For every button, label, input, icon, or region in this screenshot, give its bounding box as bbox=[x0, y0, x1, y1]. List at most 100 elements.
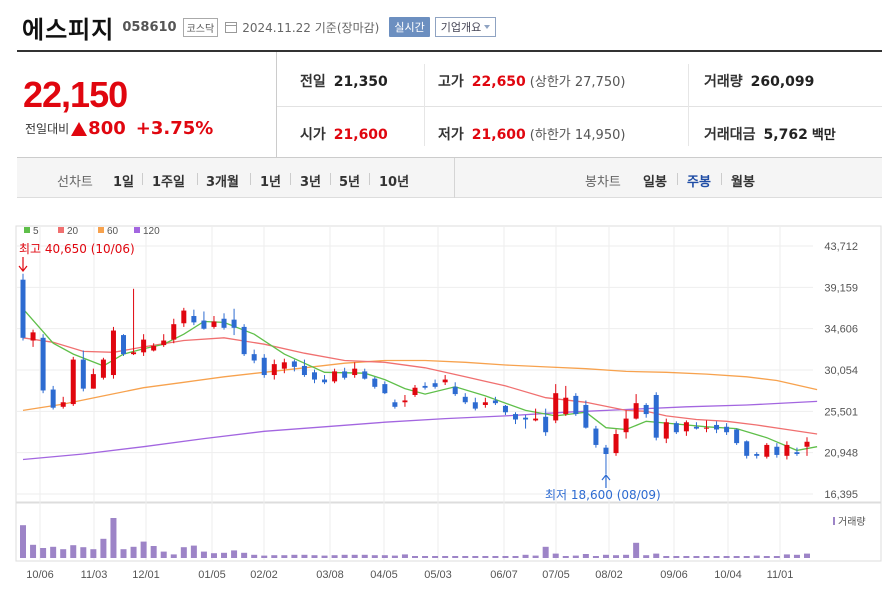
divider bbox=[290, 173, 291, 185]
volume-legend-swatch bbox=[833, 517, 835, 525]
period-5y[interactable]: 5년 bbox=[339, 175, 361, 190]
ma120-line bbox=[22, 400, 818, 461]
stock-code: 058610 bbox=[122, 19, 177, 35]
volume-bar bbox=[773, 556, 780, 558]
divider bbox=[330, 173, 331, 185]
period-10y[interactable]: 10년 bbox=[379, 175, 410, 190]
volume-bar bbox=[60, 549, 67, 558]
candle-weekly[interactable]: 주봉 bbox=[687, 175, 711, 190]
candle-body bbox=[492, 400, 498, 404]
volume-bar bbox=[221, 552, 228, 558]
current-price: 22,150 bbox=[23, 74, 128, 115]
volume-bar bbox=[763, 556, 770, 558]
candle-body bbox=[442, 379, 448, 383]
period-3m[interactable]: 3개월 bbox=[206, 175, 239, 190]
candle-body bbox=[70, 359, 76, 405]
candle-body bbox=[90, 374, 96, 389]
candle-monthly[interactable]: 월봉 bbox=[731, 175, 755, 190]
y-tick-label: 39,159 bbox=[824, 282, 858, 294]
period-1w[interactable]: 1주일 bbox=[152, 175, 185, 190]
volume-bar bbox=[804, 553, 810, 558]
low-annotation: 최저 18,600 (08/09) bbox=[545, 488, 661, 502]
volume-bar bbox=[351, 554, 358, 558]
y-tick-label: 25,501 bbox=[824, 406, 858, 418]
candle-body bbox=[653, 394, 659, 438]
volume-bar bbox=[331, 555, 338, 558]
y-tick-label: 34,606 bbox=[824, 324, 858, 336]
company-info-dropdown[interactable]: 기업개요 bbox=[434, 17, 497, 37]
candle-body bbox=[171, 324, 177, 340]
price-plot-frame bbox=[15, 225, 882, 503]
candle-body bbox=[161, 340, 167, 346]
candle-body bbox=[201, 320, 207, 329]
x-tick-label: 01/05 bbox=[198, 569, 226, 581]
x-tick-label: 04/05 bbox=[370, 569, 398, 581]
volume-bar bbox=[20, 525, 26, 558]
volume-bar bbox=[80, 547, 87, 558]
x-tick-label: 11/01 bbox=[767, 569, 794, 581]
volume-bar bbox=[200, 551, 207, 558]
volume-bar bbox=[673, 556, 680, 558]
candle-body bbox=[754, 454, 760, 456]
volume-bar bbox=[783, 554, 790, 558]
volume-bar bbox=[653, 553, 660, 558]
volume-bar bbox=[140, 541, 147, 558]
y-tick-label: 16,395 bbox=[824, 489, 858, 501]
candle-body bbox=[462, 396, 468, 403]
volume-bar bbox=[100, 538, 107, 558]
volume-bar bbox=[582, 554, 589, 558]
quote-panel: 22,150 전일대비 800 +3.75% 전일 21,350 고가 22,650… bbox=[17, 50, 882, 158]
candle-body bbox=[20, 279, 26, 338]
candle-body bbox=[191, 316, 197, 323]
candle-body bbox=[784, 444, 790, 456]
candle-body bbox=[734, 429, 740, 444]
divider bbox=[688, 64, 689, 146]
x-tick-label: 09/06 bbox=[660, 569, 688, 581]
candle-body bbox=[211, 321, 217, 327]
divider bbox=[454, 158, 455, 198]
divider bbox=[250, 173, 251, 185]
volume-bar bbox=[422, 556, 429, 558]
candle-body bbox=[553, 393, 559, 421]
candle-body bbox=[141, 339, 147, 353]
candle-body bbox=[251, 354, 257, 361]
candle-body bbox=[322, 379, 328, 383]
period-1y[interactable]: 1년 bbox=[260, 175, 282, 190]
period-3y[interactable]: 3년 bbox=[300, 175, 322, 190]
candle-body bbox=[583, 404, 589, 428]
candle-body bbox=[40, 337, 46, 391]
volume-bar bbox=[723, 556, 730, 558]
y-tick-label: 43,712 bbox=[824, 241, 858, 253]
low-price: 저가 21,600 (하한가 14,950) bbox=[438, 127, 626, 143]
chevron-down-icon bbox=[484, 25, 491, 29]
candle-daily[interactable]: 일봉 bbox=[643, 175, 667, 190]
candle-body bbox=[332, 371, 338, 382]
candle-body bbox=[352, 368, 358, 376]
ma5-line bbox=[22, 308, 818, 452]
high-annotation: 최고 40,650 (10/06) bbox=[19, 242, 135, 256]
candle-body bbox=[623, 418, 629, 433]
divider bbox=[721, 173, 722, 185]
market-badge: 코스닥 bbox=[182, 17, 219, 37]
volume-bar bbox=[793, 554, 800, 558]
divider bbox=[424, 64, 425, 146]
divider bbox=[197, 173, 198, 185]
volume-bar bbox=[522, 554, 529, 558]
candle-body bbox=[633, 403, 639, 419]
volume-bar bbox=[180, 547, 187, 558]
candle-body bbox=[724, 426, 730, 433]
volume-bar bbox=[361, 554, 368, 558]
high-price: 고가 22,650 (상한가 27,750) bbox=[438, 74, 626, 90]
volume-bar bbox=[542, 546, 549, 558]
volume-bar bbox=[311, 555, 318, 558]
period-1d[interactable]: 1일 bbox=[113, 175, 135, 190]
candle-body bbox=[673, 423, 679, 433]
realtime-button[interactable]: 실시간 bbox=[389, 17, 430, 37]
candle-body bbox=[663, 422, 669, 439]
volume: 거래량 260,099 bbox=[704, 74, 815, 90]
volume-bar bbox=[261, 555, 268, 558]
volume-bar bbox=[472, 556, 479, 558]
y-tick-label: 20,948 bbox=[824, 448, 858, 460]
candle-body bbox=[683, 422, 689, 432]
up-arrow-icon bbox=[71, 121, 88, 136]
